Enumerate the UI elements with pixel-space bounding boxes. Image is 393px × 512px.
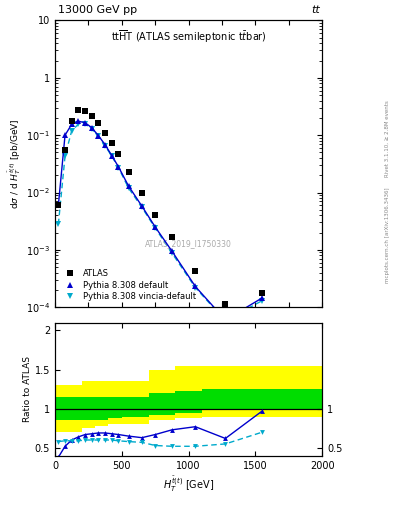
Pythia 8.308 vincia-default — [56, 221, 61, 227]
Line: ATLAS: ATLAS — [55, 108, 265, 307]
Pythia 8.308 vincia-default — [63, 153, 68, 159]
ATLAS — [70, 117, 74, 123]
Pythia 8.308 vincia-default — [90, 125, 94, 132]
ATLAS — [110, 140, 114, 146]
Pythia 8.308 vincia-default — [170, 250, 174, 256]
Text: ATLAS_2019_I1750330: ATLAS_2019_I1750330 — [145, 240, 232, 249]
ATLAS — [116, 151, 121, 157]
X-axis label: $H_T^{\bar{t}(t)}$ [GeV]: $H_T^{\bar{t}(t)}$ [GeV] — [163, 475, 214, 494]
ATLAS — [193, 268, 198, 274]
Pythia 8.308 vincia-default — [103, 143, 108, 149]
Pythia 8.308 default — [90, 124, 94, 131]
Pythia 8.308 vincia-default — [140, 204, 144, 210]
ATLAS — [223, 301, 228, 307]
Text: 13000 GeV pp: 13000 GeV pp — [58, 5, 137, 15]
ATLAS — [83, 109, 88, 115]
Pythia 8.308 vincia-default — [70, 127, 74, 134]
Pythia 8.308 default — [223, 317, 228, 323]
Pythia 8.308 default — [56, 202, 61, 208]
ATLAS — [90, 113, 94, 119]
Pythia 8.308 vincia-default — [260, 297, 264, 304]
Y-axis label: d$\sigma$ / d $H_T^{\bar{t}(t)}$ [pb/GeV]: d$\sigma$ / d $H_T^{\bar{t}(t)}$ [pb/GeV… — [6, 119, 23, 209]
Pythia 8.308 vincia-default — [83, 121, 88, 127]
Pythia 8.308 vincia-default — [126, 185, 131, 191]
Line: Pythia 8.308 default: Pythia 8.308 default — [55, 118, 265, 323]
Text: mcplots.cern.ch [arXiv:1306.3436]: mcplots.cern.ch [arXiv:1306.3436] — [385, 188, 389, 283]
Pythia 8.308 vincia-default — [110, 153, 114, 159]
Pythia 8.308 vincia-default — [153, 225, 158, 231]
ATLAS — [103, 130, 108, 136]
Pythia 8.308 default — [140, 203, 144, 209]
ATLAS — [63, 147, 68, 153]
Y-axis label: Ratio to ATLAS: Ratio to ATLAS — [23, 356, 32, 422]
Pythia 8.308 vincia-default — [96, 133, 101, 139]
Pythia 8.308 vincia-default — [193, 285, 198, 291]
Pythia 8.308 default — [116, 164, 121, 170]
Pythia 8.308 default — [193, 283, 198, 289]
Text: tt: tt — [311, 5, 320, 15]
ATLAS — [56, 202, 61, 208]
Legend: ATLAS, Pythia 8.308 default, Pythia 8.308 vincia-default: ATLAS, Pythia 8.308 default, Pythia 8.30… — [59, 268, 198, 303]
ATLAS — [140, 189, 144, 196]
Pythia 8.308 default — [260, 295, 264, 301]
Pythia 8.308 default — [103, 142, 108, 148]
Pythia 8.308 default — [153, 224, 158, 230]
ATLAS — [260, 290, 264, 296]
ATLAS — [126, 168, 131, 175]
Pythia 8.308 vincia-default — [223, 317, 228, 324]
Text: tt$\overline{\mathrm{H}}$T (ATLAS semileptonic t$\bar{t}$bar): tt$\overline{\mathrm{H}}$T (ATLAS semile… — [111, 29, 266, 46]
Pythia 8.308 default — [63, 132, 68, 138]
Pythia 8.308 default — [110, 153, 114, 159]
ATLAS — [96, 120, 101, 126]
ATLAS — [153, 212, 158, 219]
Text: Rivet 3.1.10, ≥ 2.8M events: Rivet 3.1.10, ≥ 2.8M events — [385, 100, 389, 177]
Pythia 8.308 default — [83, 120, 88, 126]
Pythia 8.308 vincia-default — [76, 121, 81, 127]
Pythia 8.308 default — [170, 248, 174, 254]
Line: Pythia 8.308 vincia-default: Pythia 8.308 vincia-default — [55, 121, 265, 324]
ATLAS — [76, 108, 81, 114]
Pythia 8.308 vincia-default — [116, 165, 121, 171]
Pythia 8.308 default — [76, 118, 81, 124]
Pythia 8.308 default — [126, 183, 131, 189]
Pythia 8.308 default — [96, 133, 101, 139]
Pythia 8.308 default — [70, 121, 74, 127]
ATLAS — [170, 234, 174, 241]
